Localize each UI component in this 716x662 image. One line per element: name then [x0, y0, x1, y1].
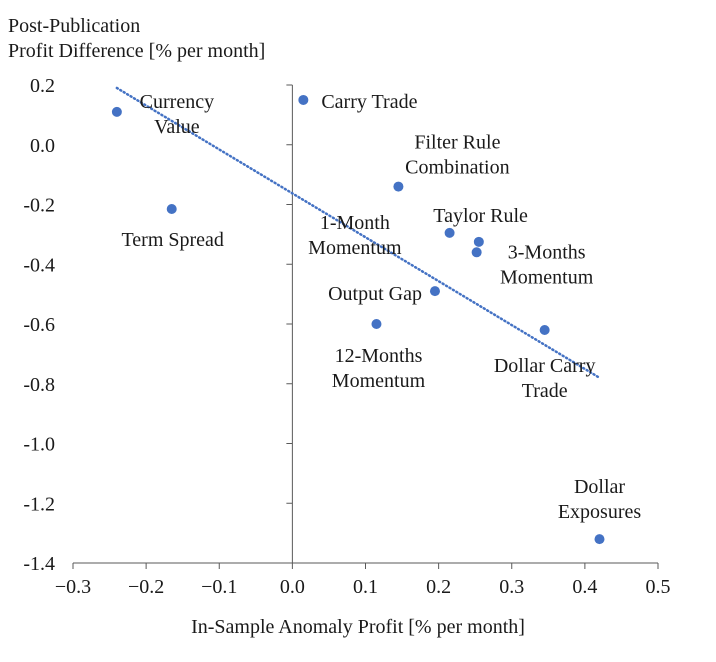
point-label: Exposures [558, 501, 642, 523]
point-label: 12-Months [335, 345, 423, 367]
x-axis-title: In-Sample Anomaly Profit [% per month] [191, 616, 525, 638]
point-label: 3-Months [508, 241, 586, 263]
x-tick-label: −0.3 [55, 576, 91, 598]
data-point [444, 227, 455, 238]
data-point [111, 106, 122, 117]
point-label: 1-Month [320, 212, 390, 234]
point-label: Dollar [574, 476, 625, 498]
data-point [473, 236, 484, 247]
y-tick-label: -1.4 [23, 553, 55, 575]
data-point [393, 181, 404, 192]
y-tick-label: -0.6 [23, 314, 55, 336]
point-label: Combination [405, 157, 509, 179]
y-axis-title-line-2: Profit Difference [% per month] [8, 40, 266, 62]
y-tick-label: -1.0 [23, 434, 55, 456]
point-label: Filter Rule [414, 132, 500, 154]
data-point [429, 286, 440, 297]
x-tick-label: 0.1 [353, 576, 378, 598]
data-point [471, 247, 482, 258]
data-point [166, 203, 177, 214]
y-tick-label: 0.2 [30, 75, 55, 97]
data-point [539, 324, 550, 335]
y-tick-label: -0.8 [23, 374, 55, 396]
x-tick-label: −0.2 [128, 576, 164, 598]
y-tick-label: -1.2 [23, 493, 55, 515]
data-point [594, 534, 605, 545]
point-label: Value [154, 116, 200, 138]
y-axis-title-line-1: Post-Publication [8, 15, 141, 37]
point-label: Dollar Carry [494, 355, 596, 377]
point-label: Momentum [332, 370, 426, 392]
point-label: Taylor Rule [433, 205, 528, 227]
x-tick-label: −0.1 [201, 576, 237, 598]
point-label: Currency [140, 91, 214, 113]
point-label: Term Spread [121, 229, 223, 251]
data-point [371, 319, 382, 329]
x-tick-label: 0.3 [499, 576, 524, 598]
point-label: Carry Trade [321, 91, 417, 113]
trendline [115, 86, 601, 380]
x-tick-label: 0.2 [426, 576, 451, 598]
point-label: Momentum [308, 237, 402, 259]
y-tick-label: -0.2 [23, 195, 55, 217]
x-tick-label: 0.5 [646, 576, 671, 598]
point-label: Momentum [500, 266, 594, 288]
data-point [298, 94, 309, 105]
x-tick-label: 0.0 [280, 576, 305, 598]
y-tick-label: -0.4 [23, 254, 55, 276]
x-tick-label: 0.4 [572, 576, 597, 598]
point-label: Trade [522, 380, 568, 402]
y-tick-label: 0.0 [30, 135, 55, 157]
point-label: Output Gap [328, 283, 422, 305]
